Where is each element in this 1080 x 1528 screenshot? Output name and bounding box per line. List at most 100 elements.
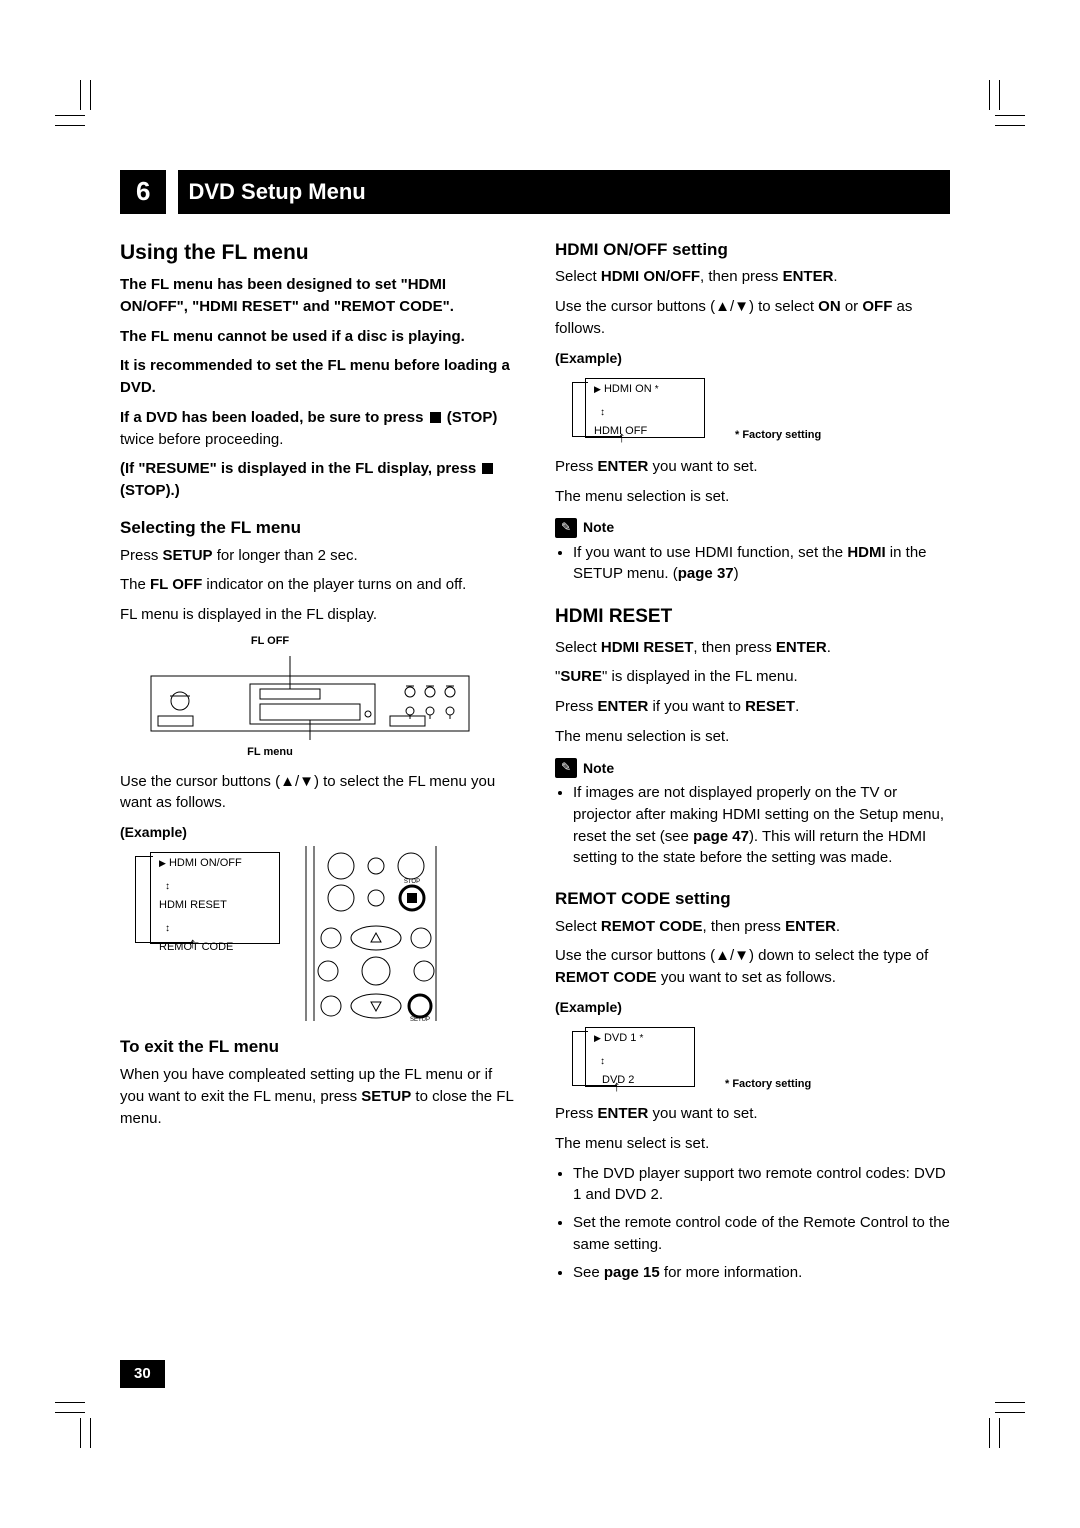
chapter-header: 6 DVD Setup Menu [120, 170, 950, 214]
remot-para-4: The menu select is set. [555, 1133, 950, 1155]
text: REMOT CODE [555, 969, 657, 986]
example-label: (Example) [120, 822, 515, 842]
text: for more information. [660, 1264, 803, 1281]
example-label: (Example) [555, 348, 950, 368]
text: ) to select [749, 298, 818, 315]
fl-menu-diagram: ↑ ▶ HDMI ON/OFF ↕ HDMI RESET ↕ REMOT COD… [150, 852, 280, 944]
text: ENTER [598, 1105, 649, 1122]
note-label: Note [583, 517, 614, 537]
hdmi-para-2: Use the cursor buttons (▲/▼) to select O… [555, 296, 950, 340]
menu-item: HDMI ON/OFF [169, 857, 242, 869]
selecting-para-2: The FL OFF indicator on the player turns… [120, 574, 515, 596]
text: Use the cursor buttons ( [120, 773, 280, 790]
menu-item: HDMI ON [604, 383, 652, 395]
text: (If "RESUME" is displayed in the FL disp… [120, 460, 480, 477]
text: " is displayed in the FL menu. [602, 668, 798, 685]
hdmi-para-3: Press ENTER you want to set. [555, 456, 950, 478]
triangle-down-icon: ▼ [734, 298, 749, 315]
selecting-para-4: Use the cursor buttons (▲/▼) to select t… [120, 771, 515, 815]
text: HDMI RESET [601, 639, 694, 656]
text: (STOP).) [120, 482, 180, 499]
caption-fl-menu: FL menu [180, 745, 360, 761]
text: RESET [745, 698, 795, 715]
remot-bullet-list: The DVD player support two remote contro… [555, 1163, 950, 1284]
text: . [833, 268, 837, 285]
text: ENTER [598, 698, 649, 715]
exit-para: When you have compleated setting up the … [120, 1064, 515, 1129]
heading-selecting-fl-menu: Selecting the FL menu [120, 516, 515, 541]
intro-para-4: If a DVD has been loaded, be sure to pre… [120, 407, 515, 451]
text: If a DVD has been loaded, be sure to pre… [120, 409, 428, 426]
remot-para-3: Press ENTER you want to set. [555, 1103, 950, 1125]
remot-para-2: Use the cursor buttons (▲/▼) down to sel… [555, 945, 950, 989]
hdmi-onoff-diagram: ↑ ▶ HDMI ON * ↕ HDMI OFF [585, 378, 705, 438]
reset-para-4: The menu selection is set. [555, 726, 950, 748]
text: . [795, 698, 799, 715]
triangle-down-icon: ▼ [299, 773, 314, 790]
text: The FL menu has been designed to set [120, 276, 401, 293]
heading-using-fl-menu: Using the FL menu [120, 238, 515, 268]
text: If you want to use HDMI function, set th… [573, 544, 847, 561]
page-number: 30 [120, 1360, 165, 1388]
text: if you want to [648, 698, 745, 715]
text: ) down to select the type of [749, 947, 928, 964]
triangle-up-icon: ▲ [280, 773, 295, 790]
menu-item: HDMI RESET [159, 899, 227, 911]
menu-item: DVD 1 [604, 1032, 636, 1044]
selecting-para-3: FL menu is displayed in the FL display. [120, 604, 515, 626]
text: you want to set. [648, 1105, 757, 1122]
text: , then press [700, 268, 783, 285]
list-item: Set the remote control code of the Remot… [573, 1212, 950, 1256]
triangle-up-icon: ▲ [715, 947, 730, 964]
text: Press [555, 698, 598, 715]
chapter-number: 6 [120, 170, 166, 214]
text: Select [555, 639, 601, 656]
text: ENTER [783, 268, 834, 285]
list-item: The DVD player support two remote contro… [573, 1163, 950, 1207]
text: twice before proceeding. [120, 431, 283, 448]
factory-setting-label: * Factory setting [735, 428, 821, 444]
intro-para-1: The FL menu has been designed to set "HD… [120, 274, 515, 318]
text: Press [555, 458, 598, 475]
hdmi-para-4: The menu selection is set. [555, 486, 950, 508]
text: you want to set as follows. [657, 969, 836, 986]
selecting-para-1: Press SETUP for longer than 2 sec. [120, 545, 515, 567]
text: SURE [560, 668, 602, 685]
pencil-icon: ✎ [555, 758, 577, 778]
text: you want to set. [648, 458, 757, 475]
text: (STOP) [447, 409, 498, 426]
note-list: If you want to use HDMI function, set th… [555, 542, 950, 586]
remote-control-illustration: STOP SETUP [286, 846, 446, 1021]
text: REMOT CODE [601, 918, 703, 935]
example-label: (Example) [555, 997, 950, 1017]
note-item: If you want to use HDMI function, set th… [573, 542, 950, 586]
stop-icon [430, 412, 441, 423]
text: or [841, 298, 863, 315]
text: Use the cursor buttons ( [555, 298, 715, 315]
remote-setup-label: SETUP [410, 1017, 430, 1021]
text: Press [120, 547, 163, 564]
remot-code-diagram: ↑ ▶ DVD 1 * ↕ DVD 2 [585, 1027, 695, 1087]
text: OFF [862, 298, 892, 315]
text: indicator on the player turns on and off… [202, 576, 466, 593]
remot-para-1: Select REMOT CODE, then press ENTER. [555, 916, 950, 938]
text: , then press [693, 639, 776, 656]
text: , then press [703, 918, 786, 935]
stop-icon [482, 463, 493, 474]
reset-para-3: Press ENTER if you want to RESET. [555, 696, 950, 718]
list-item: See page 15 for more information. [573, 1262, 950, 1284]
intro-para-3: It is recommended to set the FL menu bef… [120, 355, 515, 399]
text: HDMI [847, 544, 885, 561]
text: ENTER [776, 639, 827, 656]
note-heading: ✎ Note [555, 517, 950, 537]
text: HDMI ON/OFF [601, 268, 700, 285]
text: Select [555, 268, 601, 285]
reset-para-2: "SURE" is displayed in the FL menu. [555, 666, 950, 688]
note-list: If images are not displayed properly on … [555, 782, 950, 869]
text: page 15 [604, 1264, 660, 1281]
text: The [120, 576, 150, 593]
text: Use the cursor buttons ( [555, 947, 715, 964]
heading-remot-code: REMOT CODE setting [555, 887, 950, 912]
heading-hdmi-reset: HDMI RESET [555, 603, 950, 631]
note-heading: ✎ Note [555, 758, 950, 778]
